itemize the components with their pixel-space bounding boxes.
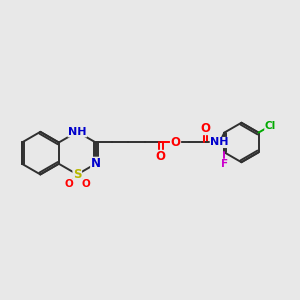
Text: NH: NH (210, 137, 229, 148)
Text: O: O (170, 136, 181, 149)
Text: S: S (73, 168, 82, 181)
Text: O: O (64, 179, 73, 189)
Text: F: F (221, 159, 228, 169)
Text: N: N (91, 157, 101, 170)
Text: O: O (81, 179, 90, 189)
Text: O: O (201, 122, 211, 135)
Text: NH: NH (68, 127, 86, 137)
Text: O: O (156, 150, 166, 164)
Text: Cl: Cl (265, 121, 276, 131)
